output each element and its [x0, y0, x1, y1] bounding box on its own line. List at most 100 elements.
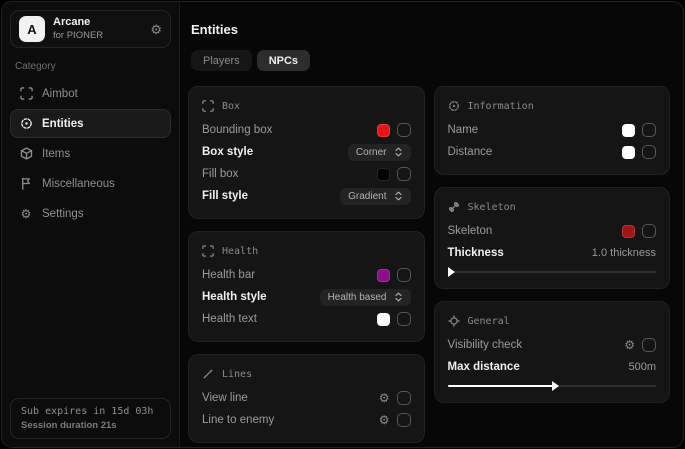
sidebar-item-label: Aimbot	[42, 87, 78, 100]
skeleton-card: Skeleton Skeleton Thickness 1.0 thicknes…	[433, 187, 670, 289]
gear-icon[interactable]: ⚙	[150, 21, 162, 37]
health-bar-checkbox[interactable]	[396, 268, 411, 282]
app-header-card: A Arcane for PIONER ⚙	[10, 10, 171, 48]
diagonal-line-icon	[203, 369, 213, 379]
tab-bar: Players NPCs	[191, 50, 670, 71]
radar-icon	[448, 101, 459, 111]
app-logo: A	[19, 16, 45, 42]
setting-row-health-style: Health style Health based	[202, 286, 411, 308]
color-swatch[interactable]	[376, 268, 390, 282]
setting-row-health-text: Health text	[202, 308, 411, 330]
right-column: Information Name Distance	[433, 86, 670, 403]
card-title: Box	[222, 100, 241, 112]
sidebar-item-miscellaneous[interactable]: Miscellaneous	[10, 169, 171, 198]
corners-icon	[202, 245, 214, 257]
setting-row-fill-box: Fill box	[202, 163, 411, 185]
card-title: Skeleton	[467, 201, 516, 213]
setting-row-view-line: View line ⚙	[202, 387, 411, 409]
tab-players[interactable]: Players	[191, 50, 252, 71]
app-name: Arcane	[53, 16, 91, 29]
color-swatch[interactable]	[376, 167, 390, 181]
tab-npcs[interactable]: NPCs	[256, 50, 311, 71]
color-swatch[interactable]	[622, 123, 635, 137]
setting-row-bounding-box: Bounding box	[202, 119, 411, 141]
radar-icon	[19, 117, 33, 131]
health-card: Health Health bar Health style H	[188, 231, 425, 342]
distance-checkbox[interactable]	[642, 145, 656, 159]
information-card: Information Name Distance	[433, 86, 670, 175]
skeleton-card-header: Skeleton	[448, 201, 657, 213]
information-card-header: Information	[448, 100, 657, 112]
sidebar-item-settings[interactable]: ⚙ Settings	[10, 199, 171, 228]
sub-expires-text: Sub expires in 15d 03h	[21, 406, 154, 417]
app-subtitle: for PIONER	[53, 29, 104, 41]
sidebar-item-label: Items	[42, 147, 71, 160]
color-swatch[interactable]	[622, 145, 635, 159]
thickness-slider[interactable]	[447, 266, 656, 277]
slider-thumb[interactable]	[447, 267, 455, 277]
view-line-checkbox[interactable]	[396, 391, 411, 405]
skeleton-checkbox[interactable]	[642, 224, 656, 238]
setting-row-thickness: Thickness 1.0 thickness	[447, 247, 657, 259]
thickness-value: 1.0 thickness	[591, 247, 656, 259]
box-card-header: Box	[202, 100, 411, 112]
main-panel: Entities Players NPCs Box Bounding box	[180, 2, 683, 447]
name-checkbox[interactable]	[642, 123, 656, 137]
sidebar-item-aimbot[interactable]: Aimbot	[10, 79, 171, 108]
setting-row-visibility-check: Visibility check ⚙	[448, 334, 656, 356]
corners-icon	[202, 100, 214, 112]
setting-row-box-style: Box style Corner	[202, 141, 411, 163]
visibility-check-checkbox[interactable]	[642, 338, 656, 352]
health-style-dropdown[interactable]: Health based	[319, 288, 411, 306]
left-column: Box Bounding box Box style Corne	[188, 86, 425, 443]
sidebar-item-label: Settings	[42, 207, 84, 220]
sidebar: A Arcane for PIONER ⚙ Category Aimbot En…	[2, 2, 180, 447]
lines-card: Lines View line ⚙ Line to enemy ⚙	[188, 354, 425, 443]
setting-row-skeleton: Skeleton	[448, 220, 656, 242]
setting-row-max-distance: Max distance 500m	[447, 361, 657, 373]
general-card: General Visibility check ⚙ Max distance …	[433, 301, 670, 403]
card-title: Lines	[222, 368, 253, 380]
lines-card-header: Lines	[202, 368, 411, 380]
fill-box-checkbox[interactable]	[396, 167, 411, 181]
setting-row-name: Name	[448, 119, 656, 141]
session-duration-text: Session duration 21s	[21, 420, 117, 431]
gear-icon[interactable]: ⚙	[624, 338, 635, 352]
box-style-dropdown[interactable]: Corner	[347, 143, 411, 161]
health-text-checkbox[interactable]	[396, 312, 411, 326]
max-distance-slider[interactable]	[447, 380, 656, 391]
card-title: Information	[467, 100, 534, 112]
gear-icon: ⚙	[20, 206, 32, 221]
chevron-up-down-icon	[394, 191, 402, 201]
fill-style-dropdown[interactable]: Gradient	[340, 187, 411, 205]
scan-frame-icon	[19, 87, 33, 101]
setting-row-line-to-enemy: Line to enemy ⚙	[202, 409, 411, 431]
gear-icon[interactable]: ⚙	[378, 413, 390, 427]
subscription-card: Sub expires in 15d 03h Session duration …	[10, 398, 171, 439]
bounding-box-checkbox[interactable]	[396, 123, 411, 137]
color-swatch[interactable]	[376, 312, 390, 326]
sidebar-item-entities[interactable]: Entities	[10, 109, 171, 138]
card-title: Health	[222, 245, 259, 257]
max-distance-value: 500m	[628, 361, 656, 373]
gear-icon[interactable]: ⚙	[378, 391, 390, 405]
sidebar-item-label: Entities	[42, 117, 84, 130]
color-swatch[interactable]	[376, 123, 390, 137]
slider-thumb[interactable]	[551, 381, 559, 391]
chevron-up-down-icon	[394, 147, 402, 157]
color-swatch[interactable]	[622, 224, 635, 238]
sidebar-item-items[interactable]: Items	[10, 139, 171, 168]
page-title: Entities	[191, 22, 238, 37]
box-card: Box Bounding box Box style Corne	[188, 86, 425, 219]
card-title: General	[467, 315, 510, 327]
chevron-up-down-icon	[394, 292, 402, 302]
line-to-enemy-checkbox[interactable]	[396, 413, 411, 427]
bone-icon	[448, 202, 459, 212]
flag-icon	[19, 177, 33, 191]
setting-row-health-bar: Health bar	[202, 264, 411, 286]
cube-icon	[19, 147, 33, 161]
sidebar-nav: Aimbot Entities Items Miscellaneous	[10, 79, 171, 228]
setting-row-distance: Distance	[448, 141, 656, 163]
settings-columns: Box Bounding box Box style Corne	[188, 86, 670, 443]
